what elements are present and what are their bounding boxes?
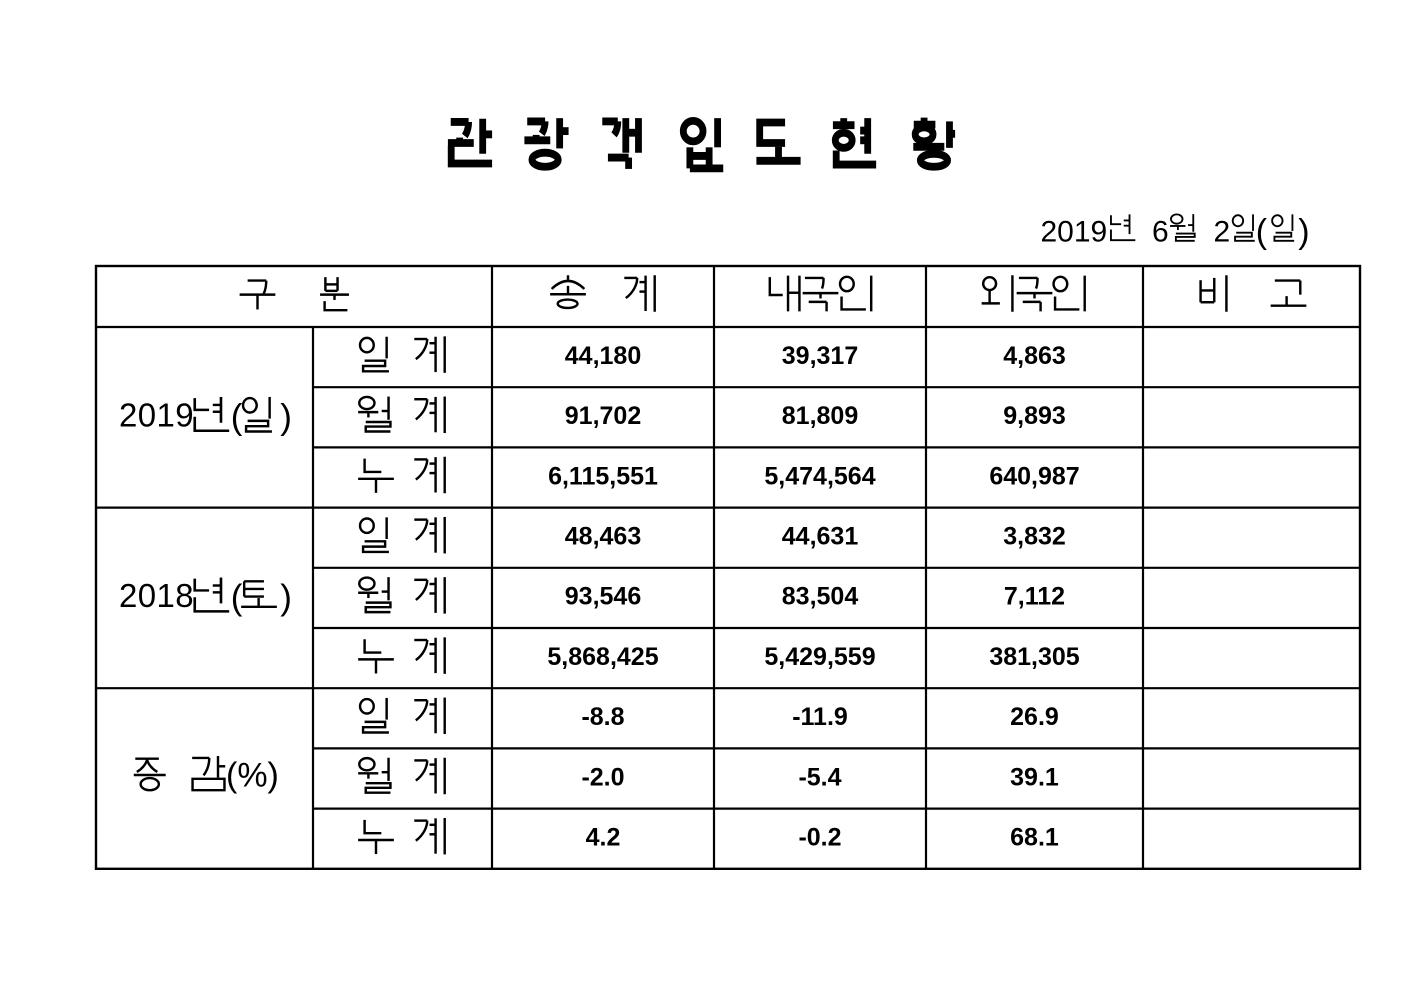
- svg-text:6,115,551: 6,115,551: [548, 462, 658, 490]
- svg-text:(: (: [231, 398, 243, 437]
- svg-text:44,180: 44,180: [565, 342, 641, 370]
- svg-text:2: 2: [1214, 216, 1231, 249]
- svg-text:640,987: 640,987: [989, 462, 1079, 490]
- svg-text:-5.4: -5.4: [798, 763, 841, 791]
- svg-text:-8.8: -8.8: [581, 703, 624, 731]
- svg-text:3,832: 3,832: [1003, 523, 1066, 551]
- svg-text:44,631: 44,631: [782, 523, 859, 551]
- svg-text:7,112: 7,112: [1004, 583, 1065, 611]
- svg-text:5,474,564: 5,474,564: [764, 462, 875, 490]
- svg-text:): ): [1298, 213, 1309, 251]
- svg-text:39,317: 39,317: [782, 342, 858, 370]
- svg-text:(: (: [231, 578, 243, 617]
- svg-text:39.1: 39.1: [1010, 763, 1059, 791]
- svg-text:381,305: 381,305: [989, 643, 1079, 671]
- svg-text:4.2: 4.2: [586, 824, 621, 852]
- svg-text:2018: 2018: [119, 577, 194, 614]
- svg-text:5,868,425: 5,868,425: [547, 643, 658, 671]
- svg-text:5,429,559: 5,429,559: [764, 643, 875, 671]
- svg-text:6: 6: [1152, 216, 1169, 249]
- svg-text:): ): [280, 398, 292, 437]
- svg-text:2019: 2019: [119, 397, 194, 434]
- svg-text:2019: 2019: [1041, 216, 1108, 249]
- svg-text:4,863: 4,863: [1003, 342, 1066, 370]
- svg-text:9,893: 9,893: [1003, 402, 1066, 430]
- svg-text:(: (: [1256, 213, 1268, 251]
- svg-text:(%): (%): [226, 757, 279, 795]
- svg-text:-0.2: -0.2: [798, 824, 841, 852]
- svg-text:48,463: 48,463: [565, 523, 641, 551]
- svg-text:93,546: 93,546: [565, 583, 641, 611]
- svg-text:91,702: 91,702: [565, 402, 641, 430]
- svg-text:-2.0: -2.0: [581, 763, 624, 791]
- svg-text:68.1: 68.1: [1010, 824, 1059, 852]
- svg-text:-11.9: -11.9: [792, 703, 848, 731]
- svg-text:): ): [280, 578, 292, 617]
- svg-text:26.9: 26.9: [1010, 703, 1059, 731]
- svg-text:81,809: 81,809: [782, 402, 858, 430]
- svg-text:83,504: 83,504: [782, 583, 859, 611]
